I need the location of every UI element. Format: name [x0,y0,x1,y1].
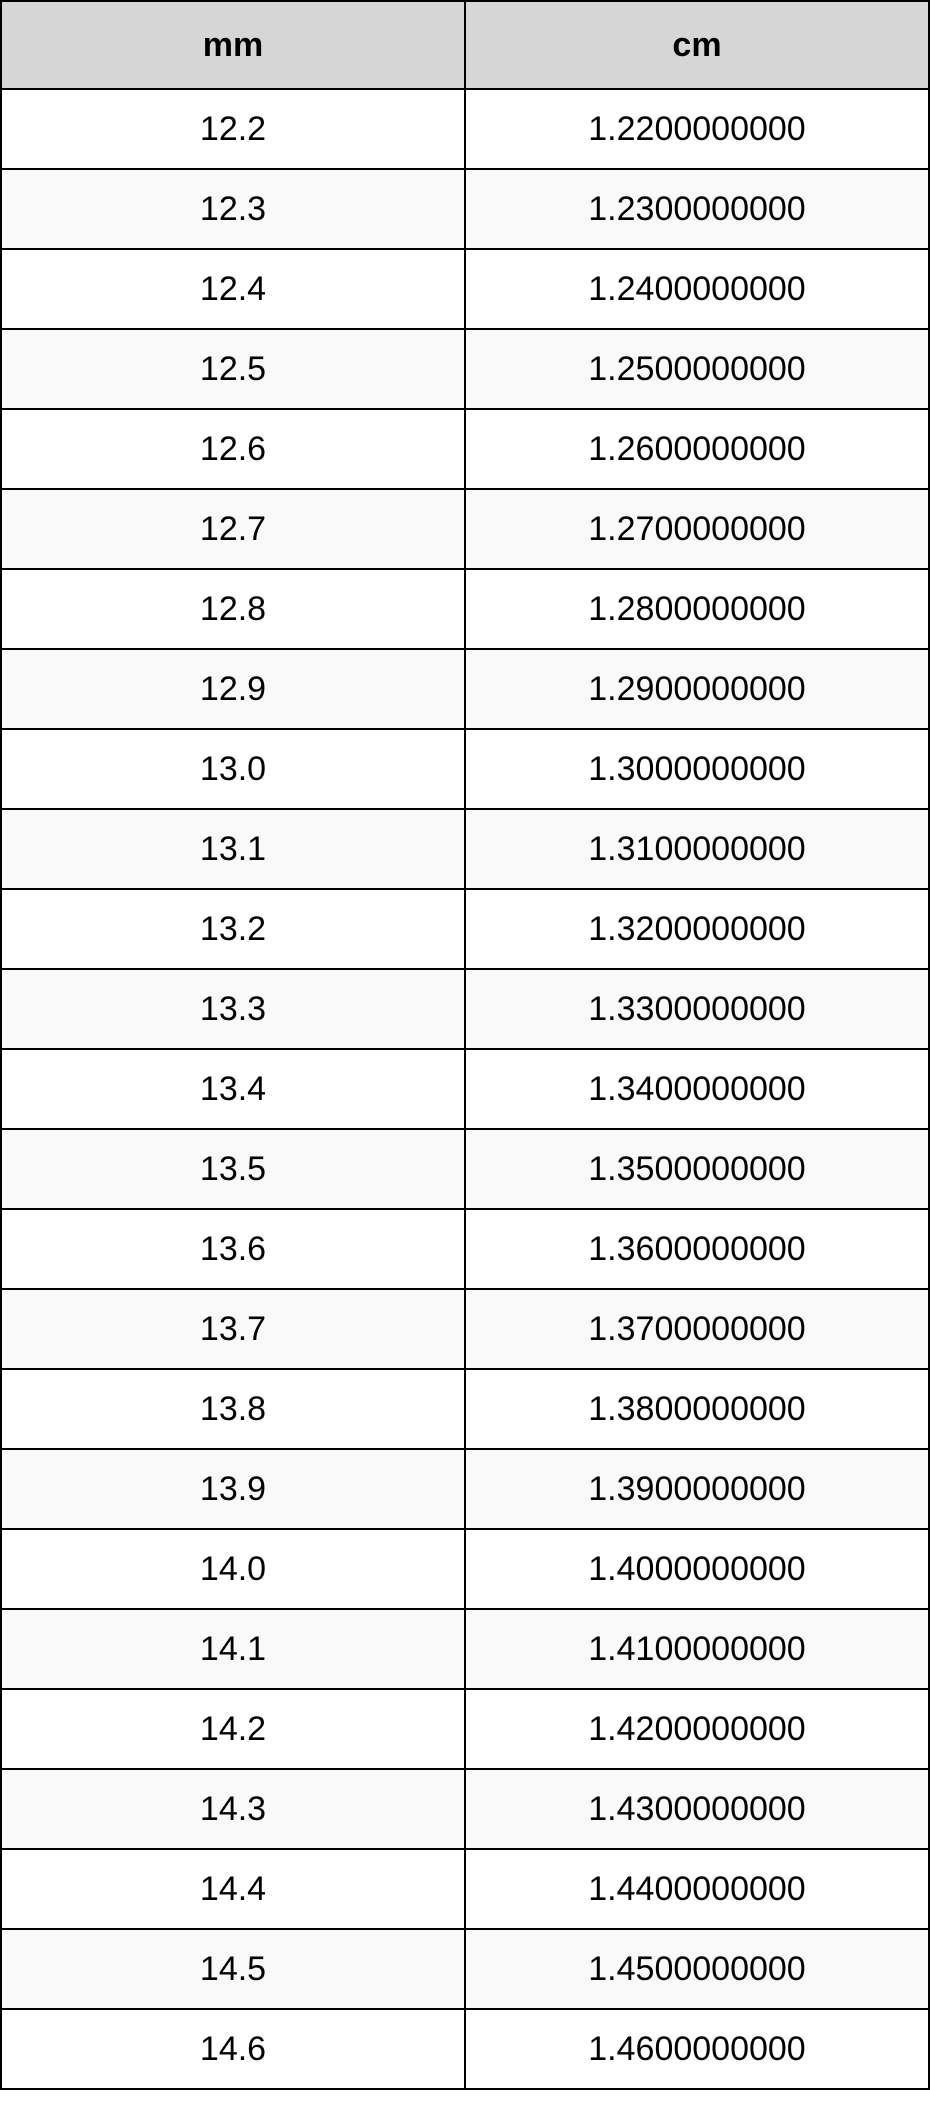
cell-cm: 1.2400000000 [465,249,929,329]
cell-mm: 12.3 [1,169,465,249]
cell-cm: 1.3300000000 [465,969,929,1049]
table-row: 14.31.4300000000 [1,1769,929,1849]
cell-cm: 1.2600000000 [465,409,929,489]
table-row: 14.51.4500000000 [1,1929,929,2009]
table-row: 13.71.3700000000 [1,1289,929,1369]
cell-cm: 1.3200000000 [465,889,929,969]
table-row: 14.61.4600000000 [1,2009,929,2089]
table-row: 12.51.2500000000 [1,329,929,409]
cell-cm: 1.2700000000 [465,489,929,569]
cell-cm: 1.2300000000 [465,169,929,249]
table-row: 13.41.3400000000 [1,1049,929,1129]
cell-cm: 1.4600000000 [465,2009,929,2089]
cell-cm: 1.3800000000 [465,1369,929,1449]
table-row: 13.31.3300000000 [1,969,929,1049]
table-row: 13.61.3600000000 [1,1209,929,1289]
table-row: 12.81.2800000000 [1,569,929,649]
cell-mm: 13.8 [1,1369,465,1449]
cell-mm: 14.4 [1,1849,465,1929]
table-row: 14.11.4100000000 [1,1609,929,1689]
cell-cm: 1.3000000000 [465,729,929,809]
cell-cm: 1.3600000000 [465,1209,929,1289]
table-row: 12.31.2300000000 [1,169,929,249]
cell-mm: 13.3 [1,969,465,1049]
table-row: 12.71.2700000000 [1,489,929,569]
conversion-table: mm cm 12.21.2200000000 12.31.2300000000 … [0,0,930,2090]
cell-mm: 13.9 [1,1449,465,1529]
cell-mm: 13.2 [1,889,465,969]
column-header-mm: mm [1,1,465,89]
table-row: 14.21.4200000000 [1,1689,929,1769]
cell-mm: 12.8 [1,569,465,649]
cell-mm: 13.7 [1,1289,465,1369]
table-row: 13.11.3100000000 [1,809,929,889]
cell-mm: 14.2 [1,1689,465,1769]
cell-mm: 12.5 [1,329,465,409]
cell-cm: 1.4300000000 [465,1769,929,1849]
table-row: 13.21.3200000000 [1,889,929,969]
table-header-row: mm cm [1,1,929,89]
cell-mm: 14.0 [1,1529,465,1609]
cell-mm: 14.1 [1,1609,465,1689]
cell-mm: 13.5 [1,1129,465,1209]
table-row: 13.81.3800000000 [1,1369,929,1449]
cell-cm: 1.4500000000 [465,1929,929,2009]
column-header-cm: cm [465,1,929,89]
cell-cm: 1.2800000000 [465,569,929,649]
cell-cm: 1.3900000000 [465,1449,929,1529]
cell-cm: 1.2900000000 [465,649,929,729]
cell-mm: 12.4 [1,249,465,329]
cell-mm: 14.6 [1,2009,465,2089]
cell-mm: 13.4 [1,1049,465,1129]
cell-mm: 14.5 [1,1929,465,2009]
table-row: 13.91.3900000000 [1,1449,929,1529]
cell-cm: 1.3700000000 [465,1289,929,1369]
table-row: 14.01.4000000000 [1,1529,929,1609]
cell-mm: 12.6 [1,409,465,489]
cell-cm: 1.3400000000 [465,1049,929,1129]
cell-cm: 1.4200000000 [465,1689,929,1769]
cell-cm: 1.2200000000 [465,89,929,169]
cell-cm: 1.3100000000 [465,809,929,889]
table-row: 12.61.2600000000 [1,409,929,489]
cell-mm: 14.3 [1,1769,465,1849]
cell-mm: 12.7 [1,489,465,569]
table-row: 13.51.3500000000 [1,1129,929,1209]
table-row: 12.21.2200000000 [1,89,929,169]
cell-mm: 12.2 [1,89,465,169]
cell-cm: 1.2500000000 [465,329,929,409]
cell-cm: 1.3500000000 [465,1129,929,1209]
table-row: 12.41.2400000000 [1,249,929,329]
cell-cm: 1.4100000000 [465,1609,929,1689]
cell-mm: 13.0 [1,729,465,809]
table-row: 14.41.4400000000 [1,1849,929,1929]
cell-mm: 12.9 [1,649,465,729]
cell-mm: 13.6 [1,1209,465,1289]
table-row: 13.01.3000000000 [1,729,929,809]
table-row: 12.91.2900000000 [1,649,929,729]
cell-mm: 13.1 [1,809,465,889]
cell-cm: 1.4000000000 [465,1529,929,1609]
cell-cm: 1.4400000000 [465,1849,929,1929]
